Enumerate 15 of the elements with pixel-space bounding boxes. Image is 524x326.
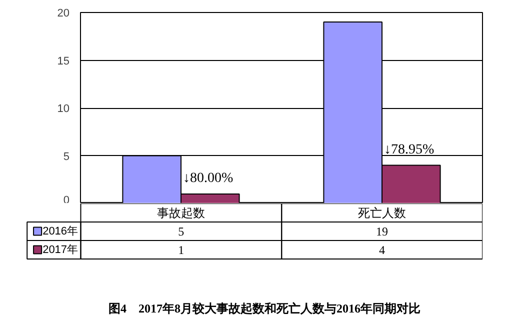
y-tick-label: 5 [63, 150, 70, 163]
y-tick-label: 20 [57, 8, 70, 20]
x-tick-label: 死亡人数 [358, 206, 406, 220]
data-label: 4 [379, 242, 386, 257]
text: 图4 2017年8月较大事故起数和死亡人数与2016年同期对比 [108, 302, 421, 316]
annotation: ↓78.95% [384, 142, 435, 158]
data-label: 1 [178, 242, 184, 257]
data-label: 5 [178, 224, 184, 238]
annotation: ↓80.00% [183, 170, 234, 186]
data-label: 19 [376, 224, 388, 238]
legend-label: 2016年 [42, 225, 78, 238]
legend-label: 2017年 [42, 244, 78, 256]
y-tick-label: 10 [57, 103, 70, 115]
x-tick-label: 事故起数 [157, 206, 206, 220]
y-tick-label: 15 [57, 55, 70, 68]
